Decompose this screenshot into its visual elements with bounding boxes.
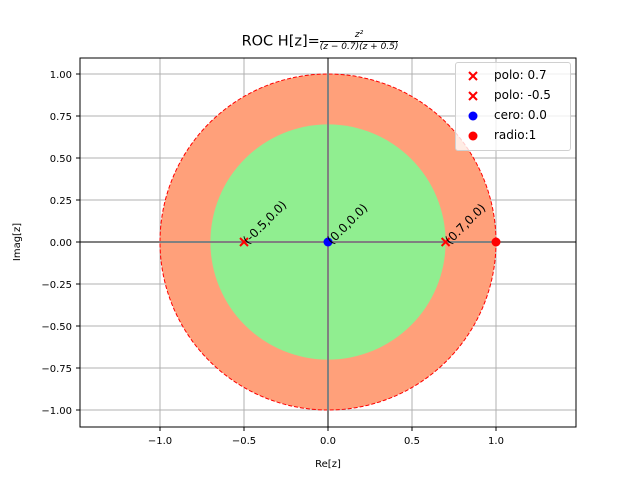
x-tick-labels: −1.0 −0.5 0.0 0.5 1.0 <box>148 436 504 447</box>
zero-marker <box>323 237 333 247</box>
y-tick-label: −1.00 <box>41 406 72 417</box>
x-marker-icon <box>468 71 478 81</box>
y-tick-label: 0.00 <box>50 238 72 249</box>
chart-title: ROC H[z]= z² (z − 0.7)(z + 0.5) <box>0 30 640 53</box>
y-tick-labels: 1.00 0.75 0.50 0.25 0.00 −0.25 −0.50 −0.… <box>41 70 72 417</box>
legend-label: cero: 0.0 <box>494 108 547 122</box>
x-axis-label: Re[z] <box>315 459 341 470</box>
title-fraction: z² (z − 0.7)(z + 0.5) <box>319 30 399 53</box>
legend-label: polo: 0.7 <box>494 68 547 82</box>
pole-marker-07 <box>440 237 451 247</box>
legend-item-pole-neg05: polo: -0.5 <box>456 86 572 106</box>
legend: polo: 0.7 polo: -0.5 cero: 0.0 radio:1 <box>455 62 571 151</box>
y-tick-label: −0.25 <box>41 280 72 291</box>
pole-marker-neg05 <box>239 237 249 247</box>
legend-label: radio:1 <box>494 128 537 142</box>
y-tick-label: 1.00 <box>50 70 72 81</box>
y-axis-label: Imag[z] <box>12 223 23 261</box>
legend-item-pole-07: polo: 0.7 <box>456 66 572 86</box>
title-prefix: ROC H[z]= <box>241 33 320 50</box>
x-tick-label: −1.0 <box>148 436 172 447</box>
y-tick-label: −0.50 <box>41 322 72 333</box>
x-marker-icon <box>468 91 478 101</box>
x-tick-label: 0.0 <box>320 436 336 447</box>
legend-label: polo: -0.5 <box>494 88 551 102</box>
y-tick-label: 0.25 <box>50 196 72 207</box>
x-tick-label: 1.0 <box>488 436 504 447</box>
circle-marker-icon <box>468 131 478 141</box>
circle-marker-icon <box>468 111 478 121</box>
y-tick-label: 0.75 <box>50 112 72 123</box>
title-denominator: (z − 0.7)(z + 0.5) <box>319 42 399 52</box>
x-tick-label: 0.5 <box>404 436 420 447</box>
x-tick-label: −0.5 <box>232 436 256 447</box>
title-numerator: z² <box>319 30 399 42</box>
legend-item-zero: cero: 0.0 <box>456 106 572 126</box>
legend-item-radius: radio:1 <box>456 126 572 146</box>
y-tick-label: 0.50 <box>50 154 72 165</box>
y-tick-label: −0.75 <box>41 364 72 375</box>
radius-marker <box>491 237 501 247</box>
